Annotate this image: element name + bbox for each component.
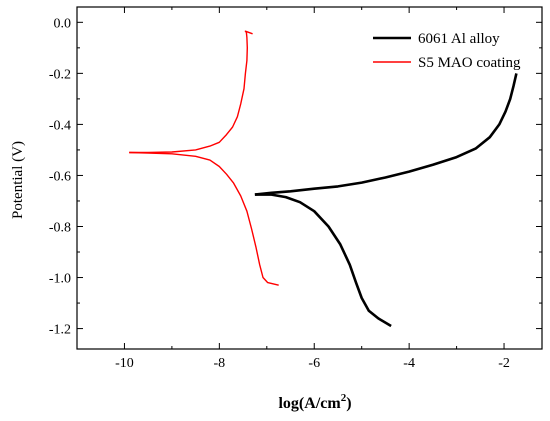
plot-frame [76, 6, 543, 350]
x-tick-label: -6 [308, 356, 320, 371]
y-tick-label: -1.0 [49, 272, 71, 287]
x-axis-label-base: log(A/cm [278, 395, 341, 412]
x-tick-label: -8 [214, 356, 226, 371]
x-axis-label: log(A/cm2) [278, 392, 351, 412]
y-axis-label: Potential (V) [10, 141, 26, 219]
series-line-cathodic-0 [254, 193, 392, 328]
legend: 6061 Al alloy S5 MAO coating [373, 31, 521, 71]
y-tick-label: -0.4 [49, 118, 71, 133]
y-tick-label: -0.6 [49, 169, 71, 184]
series-lines [129, 30, 518, 328]
series-line-anodic-0 [254, 73, 518, 196]
x-tick-label: -4 [403, 356, 415, 371]
y-tick-label: -1.2 [49, 323, 71, 338]
x-tick-label: -10 [115, 356, 134, 371]
y-tick-label: -0.2 [49, 67, 71, 82]
series-line-anodic-1 [129, 30, 253, 154]
x-tick-label: -2 [498, 356, 510, 371]
plot-border [76, 6, 543, 350]
y-tick-label: 0.0 [54, 16, 72, 31]
legend-label: 6061 Al alloy [418, 31, 500, 47]
series-line-cathodic-1 [129, 151, 279, 286]
x-axis-label-close: ) [346, 395, 351, 412]
x-axis-label-superscript: 2 [341, 392, 347, 404]
y-tick-label: -0.8 [49, 220, 71, 235]
axis-ticks: -10 -8 -6 -4 -2 0.0 -0.2 -0.4 -0.6 -0.8 -1.0 -1.2 [49, 7, 542, 371]
legend-label: S5 MAO coating [418, 55, 521, 71]
